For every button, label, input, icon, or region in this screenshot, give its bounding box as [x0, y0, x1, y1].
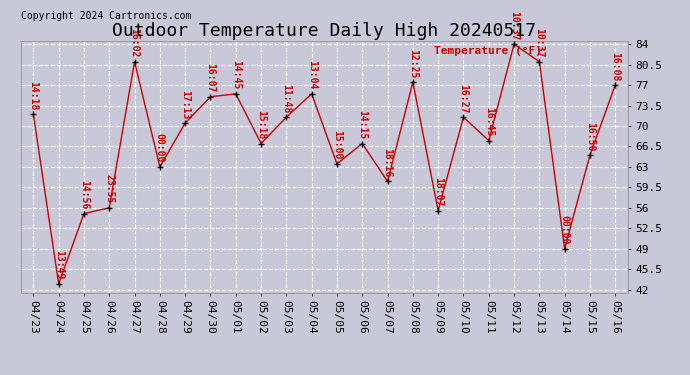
Text: 14:56: 14:56	[79, 180, 89, 210]
Text: 16:27: 16:27	[458, 84, 469, 113]
Text: 15:18: 15:18	[256, 110, 266, 140]
Text: Copyright 2024 Cartronics.com: Copyright 2024 Cartronics.com	[21, 11, 191, 21]
Text: 13:49: 13:49	[54, 250, 63, 280]
Text: 18:07: 18:07	[433, 177, 443, 207]
Text: 10:37: 10:37	[534, 28, 544, 57]
Text: 16:45: 16:45	[484, 107, 494, 136]
Text: 14:18: 14:18	[28, 81, 39, 110]
Text: 16:02: 16:02	[130, 28, 139, 57]
Text: 23:55: 23:55	[104, 174, 115, 204]
Text: 11:48: 11:48	[282, 84, 291, 113]
Text: 16:07: 16:07	[206, 63, 215, 93]
Text: Temperature (°F): Temperature (°F)	[433, 46, 542, 56]
Text: 00:00: 00:00	[155, 134, 165, 163]
Text: 10:37: 10:37	[509, 10, 519, 40]
Text: 12:25: 12:25	[408, 49, 418, 78]
Text: 13:04: 13:04	[306, 60, 317, 90]
Text: 14:45: 14:45	[230, 60, 241, 90]
Title: Outdoor Temperature Daily High 20240517: Outdoor Temperature Daily High 20240517	[112, 22, 536, 40]
Text: 18:16: 18:16	[382, 148, 393, 177]
Text: 15:00: 15:00	[332, 130, 342, 160]
Text: 17:13: 17:13	[180, 90, 190, 119]
Text: 14:15: 14:15	[357, 110, 367, 140]
Text: 00:00: 00:00	[560, 215, 570, 244]
Text: 16:08: 16:08	[610, 51, 620, 81]
Text: 16:50: 16:50	[585, 122, 595, 151]
